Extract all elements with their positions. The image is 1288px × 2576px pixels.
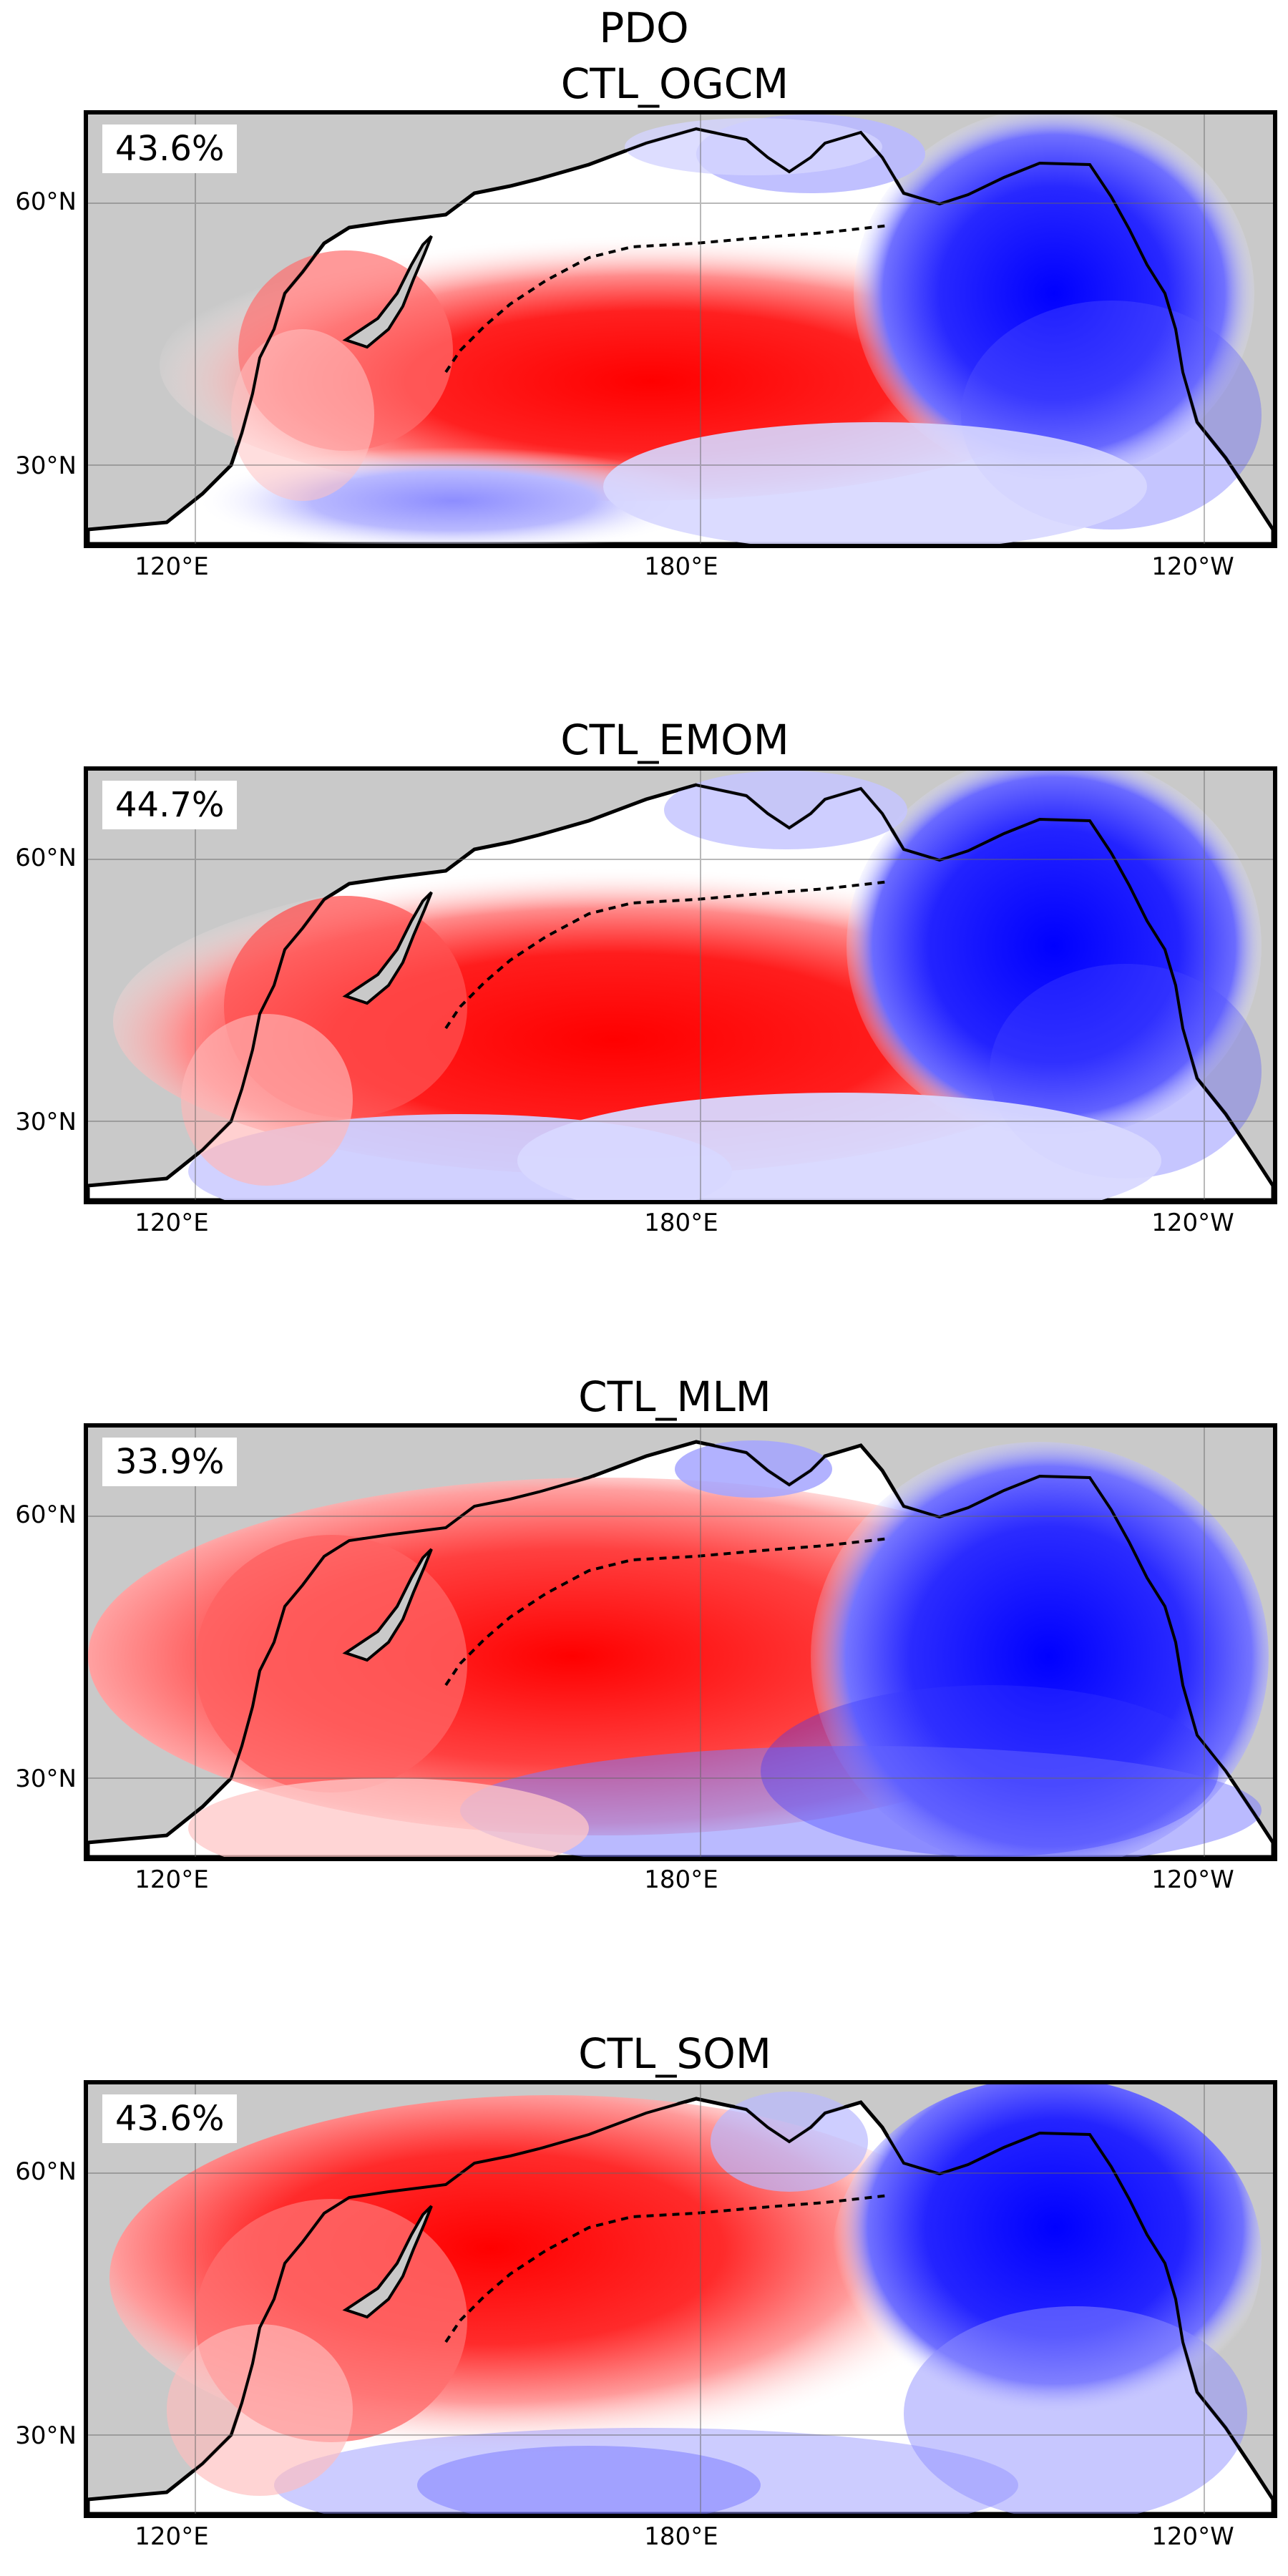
lat-label-60n: 60°N <box>15 844 77 872</box>
japan-outline <box>342 235 433 349</box>
lon-label-180e: 180°E <box>644 2522 718 2551</box>
lon-label-120e: 120°E <box>135 1209 209 1237</box>
lat-label-60n: 60°N <box>15 2157 77 2186</box>
lon-label-180e: 180°E <box>644 552 718 581</box>
island-chain <box>444 224 890 374</box>
figure-title: PDO <box>599 4 689 52</box>
map-frame: 44.7% <box>84 766 1277 1204</box>
map-frame: 43.6% <box>84 110 1277 548</box>
panel-title: CTL_MLM <box>578 1372 771 1421</box>
coastline <box>88 127 1273 531</box>
map-panel-ctl-ogcm: CTL_OGCM <box>0 59 1288 602</box>
sst-pattern-map <box>88 771 1273 1200</box>
map-frame: 33.9% <box>84 1423 1277 1861</box>
lon-label-120w: 120°W <box>1151 1209 1234 1237</box>
variance-percent: 33.9% <box>102 1438 238 1486</box>
lat-label-30n: 30°N <box>15 1765 77 1793</box>
panel-title: CTL_OGCM <box>560 59 789 108</box>
lon-label-180e: 180°E <box>644 1209 718 1237</box>
lon-label-120e: 120°E <box>135 2522 209 2551</box>
lat-label-30n: 30°N <box>15 452 77 480</box>
grid-lines <box>88 114 1273 544</box>
sst-pattern-map <box>88 114 1273 544</box>
map-panel-ctl-som: CTL_SOM <box>0 2029 1288 2572</box>
variance-percent: 43.6% <box>102 125 238 173</box>
variance-percent: 44.7% <box>102 781 238 829</box>
lon-label-120w: 120°W <box>1151 1865 1234 1894</box>
panel-title: CTL_SOM <box>578 2029 771 2078</box>
panel-title: CTL_EMOM <box>560 716 789 764</box>
lon-label-120w: 120°W <box>1151 2522 1234 2551</box>
map-frame: 43.6% <box>84 2080 1277 2518</box>
lon-label-120e: 120°E <box>135 1865 209 1894</box>
variance-percent: 43.6% <box>102 2094 238 2143</box>
sst-pattern-map <box>88 2084 1273 2514</box>
lat-label-60n: 60°N <box>15 1501 77 1529</box>
lat-label-30n: 30°N <box>15 1108 77 1136</box>
lat-label-30n: 30°N <box>15 2421 77 2450</box>
lon-label-120e: 120°E <box>135 552 209 581</box>
lon-label-120w: 120°W <box>1151 552 1234 581</box>
sst-pattern-map <box>88 1428 1273 1857</box>
map-panel-ctl-mlm: CTL_MLM <box>0 1372 1288 1916</box>
lon-label-180e: 180°E <box>644 1865 718 1894</box>
lat-label-60n: 60°N <box>15 187 77 216</box>
map-panel-ctl-emom: CTL_EMOM <box>0 715 1288 1259</box>
